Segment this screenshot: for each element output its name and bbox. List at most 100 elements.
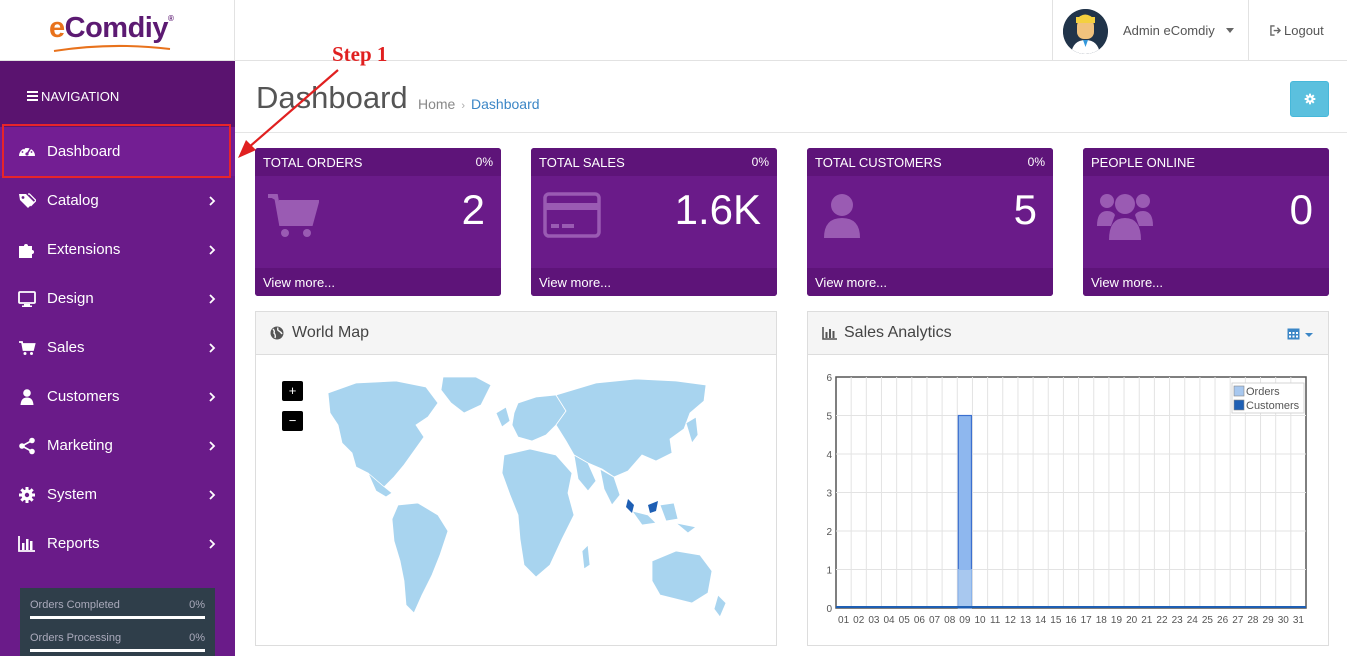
logo-swoosh xyxy=(53,44,171,52)
chevron-down-icon xyxy=(1305,333,1313,337)
tile-value: 0 xyxy=(1289,186,1313,233)
sidebar-item-customers[interactable]: Customers xyxy=(0,372,235,421)
tile-footer[interactable]: View more... xyxy=(255,268,501,296)
sidebar-item-catalog[interactable]: Catalog xyxy=(0,176,235,225)
sidebar-item-marketing[interactable]: Marketing xyxy=(0,421,235,470)
logo-e: e xyxy=(49,12,65,44)
tile-percent: 0% xyxy=(751,155,769,169)
puzzle-icon xyxy=(19,244,34,258)
tile-footer[interactable]: View more... xyxy=(531,268,777,296)
x-tick-label: 09 xyxy=(959,615,971,626)
top-header: eComdiy® Admin eComdiy Logout xyxy=(0,0,1347,61)
tile-value: 1.6K xyxy=(674,186,761,233)
breadcrumb-current[interactable]: Dashboard xyxy=(471,96,540,112)
divider xyxy=(235,132,1347,133)
x-tick-label: 03 xyxy=(868,615,880,626)
globe-icon xyxy=(270,326,284,340)
sidebar-item-label: Customers xyxy=(47,388,120,405)
avatar[interactable] xyxy=(1063,9,1108,54)
settings-button[interactable] xyxy=(1290,81,1329,117)
sidebar-item-sales[interactable]: Sales xyxy=(0,323,235,372)
tile-header: TOTAL SALES 0% xyxy=(531,148,777,176)
logout-button[interactable]: Logout xyxy=(1270,23,1324,38)
tile-total-orders: TOTAL ORDERS 0% 2 View more... xyxy=(255,148,501,296)
sidebar-item-dashboard[interactable]: Dashboard xyxy=(0,127,235,176)
breadcrumb-home[interactable]: Home xyxy=(418,96,456,112)
chevron-right-icon xyxy=(209,196,216,206)
sidebar: NAVIGATION Dashboard Catalog Extensions xyxy=(0,61,235,656)
nav-header[interactable]: NAVIGATION xyxy=(0,61,235,131)
sidebar-item-reports[interactable]: Reports xyxy=(0,519,235,568)
tile-people-online: PEOPLE ONLINE 0 View more... xyxy=(1083,148,1329,296)
x-tick-label: 14 xyxy=(1035,615,1047,626)
user-menu[interactable]: Admin eComdiy xyxy=(1052,0,1248,61)
x-tick-label: 05 xyxy=(899,615,911,626)
view-more-link[interactable]: View more... xyxy=(1091,275,1164,290)
logout-label[interactable]: Logout xyxy=(1284,23,1324,38)
tile-footer[interactable]: View more... xyxy=(807,268,1053,296)
legend-label: Orders xyxy=(1246,386,1280,398)
stat-value: 0% xyxy=(189,632,205,644)
page-title: Dashboard xyxy=(256,80,408,115)
sidebar-item-label: Extensions xyxy=(47,241,121,258)
x-tick-label: 15 xyxy=(1050,615,1062,626)
tile-total-sales: TOTAL SALES 0% 1.6K View more... xyxy=(531,148,777,296)
users-icon xyxy=(1097,194,1153,240)
logo-registered: ® xyxy=(167,14,174,23)
panel-title: Sales Analytics xyxy=(844,324,952,341)
logo-text: Comdiy xyxy=(64,12,169,44)
logout-container[interactable]: Logout xyxy=(1248,0,1347,61)
sidebar-item-extensions[interactable]: Extensions xyxy=(0,225,235,274)
tile-value: 2 xyxy=(461,186,485,233)
view-more-link[interactable]: View more... xyxy=(539,275,612,290)
tile-footer[interactable]: View more... xyxy=(1083,268,1329,296)
progress-bar xyxy=(30,616,205,619)
panel-title: World Map xyxy=(292,324,370,341)
x-tick-label: 13 xyxy=(1020,615,1032,626)
dashboard-icon xyxy=(19,147,35,156)
x-tick-label: 08 xyxy=(944,615,956,626)
stat-value: 0% xyxy=(189,599,205,611)
tile-title: PEOPLE ONLINE xyxy=(1091,155,1196,170)
y-tick-label: 2 xyxy=(826,527,832,538)
order-stats: Orders Completed 0% Orders Processing 0% xyxy=(20,588,215,656)
world-map-panel: World Map + − xyxy=(255,311,777,646)
x-tick-label: 04 xyxy=(884,615,896,626)
breadcrumb-separator: › xyxy=(461,100,466,112)
logo[interactable]: eComdiy® xyxy=(49,12,174,45)
y-tick-label: 3 xyxy=(826,489,832,500)
x-tick-label: 02 xyxy=(853,615,865,626)
chevron-down-icon[interactable] xyxy=(1226,28,1234,33)
calendar-dropdown[interactable] xyxy=(1287,327,1315,341)
x-tick-label: 29 xyxy=(1263,615,1275,626)
zoom-out-button[interactable]: − xyxy=(282,411,303,431)
sidebar-item-design[interactable]: Design xyxy=(0,274,235,323)
annotation-label: Step 1 xyxy=(332,42,388,66)
x-tick-label: 11 xyxy=(990,615,1001,626)
legend-swatch xyxy=(1233,399,1245,411)
x-tick-label: 17 xyxy=(1081,615,1093,626)
chevron-right-icon xyxy=(209,392,216,402)
sidebar-item-label: System xyxy=(47,486,98,503)
logo-container[interactable]: eComdiy® xyxy=(0,0,235,61)
tile-title: TOTAL SALES xyxy=(539,155,625,170)
view-more-link[interactable]: View more... xyxy=(263,275,336,290)
legend-label: Customers xyxy=(1246,400,1300,412)
tile-title: TOTAL CUSTOMERS xyxy=(815,155,942,170)
user-name[interactable]: Admin eComdiy xyxy=(1123,23,1215,38)
zoom-in-button[interactable]: + xyxy=(282,381,303,401)
annotation-arrow xyxy=(238,69,339,158)
y-tick-label: 5 xyxy=(826,412,832,423)
credit-card-icon xyxy=(543,192,601,238)
nav-toggle[interactable]: NAVIGATION xyxy=(27,89,119,104)
sidebar-item-system[interactable]: System xyxy=(0,470,235,519)
tile-header: TOTAL CUSTOMERS 0% xyxy=(807,148,1053,176)
share-icon xyxy=(19,437,35,455)
world-map[interactable] xyxy=(256,355,776,645)
breadcrumb: Home › Dashboard xyxy=(418,96,540,112)
x-tick-label: 12 xyxy=(1005,615,1017,626)
sales-analytics-panel: Sales Analytics 0 1 2 3 4 5 6 01 02 03 04 05 06 07 08 0… xyxy=(807,311,1329,646)
tags-icon xyxy=(19,193,36,208)
view-more-link[interactable]: View more... xyxy=(815,275,888,290)
bar-chart-icon xyxy=(822,327,837,340)
